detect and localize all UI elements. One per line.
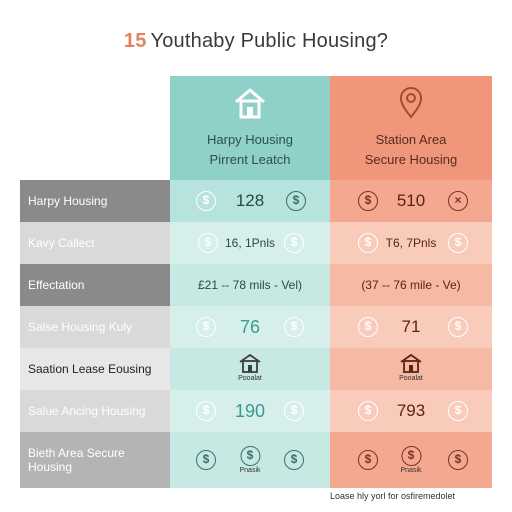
dollar-icon: $ (358, 191, 378, 211)
column-header-teal-label: Harpy Housing Pirrent Leatch (170, 130, 330, 170)
dollar-icon: $ (196, 450, 216, 470)
title-number: 15 (123, 30, 147, 52)
location-pin-icon (399, 87, 423, 119)
coral-cell[interactable]: $ $ Pnasik $ (330, 432, 492, 488)
row-label: Salue Ancing Housing (20, 390, 170, 432)
teal-cell[interactable]: £21 -- 78 mils - Vel) (170, 264, 330, 306)
dollar-icon: $ (448, 450, 468, 470)
coral-coin-badge: $ Pnasik (400, 446, 422, 474)
dollar-icon: $ (448, 233, 468, 253)
table-row: Effectation £21 -- 78 mils - Vel) (37 --… (20, 264, 492, 306)
column-header-coral-label: Station Area Secure Housing (330, 130, 492, 170)
coral-cell[interactable]: $ T6, 7Pnls $ (330, 222, 492, 264)
house-icon (235, 88, 265, 119)
row-label: Salse Housing Kuly (20, 306, 170, 348)
coral-cell[interactable]: $ 510 × (330, 180, 492, 222)
coral-line1: Station Area (375, 132, 447, 147)
row-label: Kavy Callect (20, 222, 170, 264)
row-label: Effectation (20, 264, 170, 306)
table-row: Kavy Callect $ 16, 1Pnls $ $ T6, 7Pnls $ (20, 222, 492, 264)
dollar-icon: $ (284, 233, 304, 253)
coral-caption: Pooalat (399, 375, 423, 382)
table-row: Salse Housing Kuly $ 76 $ $ 71 $ (20, 306, 492, 348)
teal-cell[interactable]: $ 128 $ (170, 180, 330, 222)
dollar-icon: $ (358, 450, 378, 470)
page-title: 15 Youthaby Public Housing? (0, 30, 512, 53)
teal-value: 128 (235, 191, 265, 210)
dollar-icon: $ (358, 317, 378, 337)
teal-cell[interactable]: $ 190 $ (170, 390, 330, 432)
teal-value: 16, 1Pnls (224, 236, 276, 250)
coral-value: (37 -- 76 mile - Ve) (361, 278, 461, 292)
dollar-icon: $ (198, 233, 218, 253)
dollar-icon: $ (358, 233, 378, 253)
teal-caption: Pooalat (238, 375, 262, 382)
table-row: Bieth Area Secure Housing $ $ Pnasik $ $… (20, 432, 492, 488)
dollar-icon: $ (284, 317, 304, 337)
coral-house-badge: Pooalat (398, 352, 424, 382)
dollar-icon: $ (239, 446, 260, 466)
teal-value: £21 -- 78 mils - Vel) (197, 278, 303, 292)
header-blank (20, 76, 170, 180)
house-icon (400, 353, 422, 373)
dollar-icon: $ (284, 401, 304, 421)
coral-value: 510 (396, 191, 426, 210)
coral-cell[interactable]: $ 71 $ (330, 306, 492, 348)
teal-line2: Pirrent Leatch (209, 152, 291, 167)
row-label: Bieth Area Secure Housing (20, 432, 170, 488)
coral-line2: Secure Housing (364, 152, 458, 167)
coral-cell[interactable]: Pooalat (330, 348, 492, 390)
dollar-icon: $ (284, 450, 304, 470)
column-header-teal[interactable]: Harpy Housing Pirrent Leatch (170, 76, 330, 180)
table-row: Salue Ancing Housing $ 190 $ $ 793 $ (20, 390, 492, 432)
dollar-icon: $ (196, 317, 216, 337)
title-text: Youthaby Public Housing? (150, 30, 389, 52)
coral-value: 71 (401, 317, 421, 336)
teal-line1: Harpy Housing (207, 132, 293, 147)
teal-value: 76 (239, 316, 261, 337)
column-header-coral[interactable]: Station Area Secure Housing (330, 76, 492, 180)
footnote: Loase hly yorl for osfiremedolet (330, 491, 456, 501)
coral-value: 793 (396, 401, 426, 420)
dollar-icon: $ (400, 446, 421, 466)
row-label: Saation Lease Eousing (20, 348, 170, 390)
teal-cell[interactable]: Pooalat (170, 348, 330, 390)
coral-value: T6, 7Pnls (385, 236, 437, 250)
row-label: Harpy Housing (20, 180, 170, 222)
table-row: Saation Lease Eousing Pooalat Pooalat (20, 348, 492, 390)
dollar-icon: $ (286, 191, 306, 211)
dollar-icon: $ (196, 191, 216, 211)
coral-caption: Pnasik (400, 467, 422, 474)
teal-cell[interactable]: $ 16, 1Pnls $ (170, 222, 330, 264)
teal-value: 190 (234, 400, 266, 421)
teal-house-badge: Pooalat (237, 352, 263, 382)
coral-cell[interactable]: (37 -- 76 mile - Ve) (330, 264, 492, 306)
dollar-icon: $ (358, 401, 378, 421)
dollar-icon: $ (448, 401, 468, 421)
dollar-icon: $ (196, 401, 216, 421)
close-circle-icon: × (448, 191, 468, 211)
teal-cell[interactable]: $ 76 $ (170, 306, 330, 348)
house-icon (239, 353, 261, 373)
teal-caption: Pnasik (239, 467, 261, 474)
dollar-icon: $ (448, 317, 468, 337)
teal-coin-badge: $ Pnasik (239, 446, 261, 474)
coral-cell[interactable]: $ 793 $ (330, 390, 492, 432)
table-row: Harpy Housing $ 128 $ $ 510 × (20, 180, 492, 222)
teal-cell[interactable]: $ $ Pnasik $ (170, 432, 330, 488)
